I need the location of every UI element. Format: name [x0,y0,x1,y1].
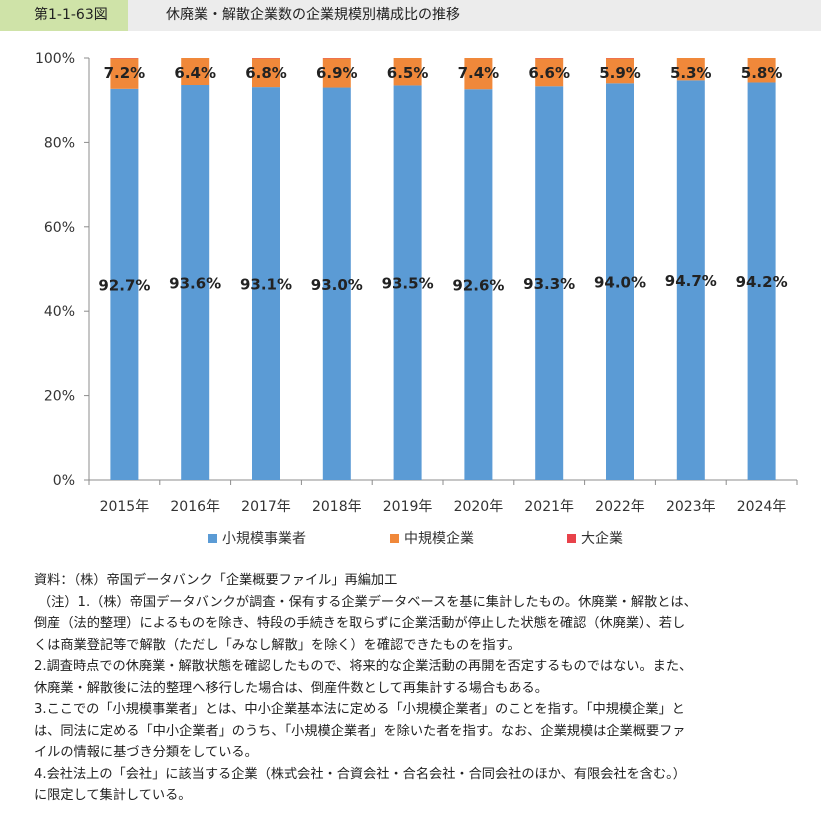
bar-segment [181,85,210,480]
data-label: 93.0% [311,276,363,294]
source-note: 資料：（株）帝国データバンク「企業概要ファイル」再編加工 [34,573,398,588]
chart-bars [110,58,776,481]
bar-segment [464,58,493,90]
bar-segment [676,80,705,480]
y-tick-label: 0% [53,473,75,489]
bar-segment [110,58,139,89]
legend-label: 中規模企業 [404,530,474,547]
data-label: 5.3% [670,64,712,82]
note-line: くは商業登記等で解散（ただし「みなし解散」を除く）を確認できたものを指す。 [34,637,521,653]
data-label: 93.5% [382,275,434,293]
chart-data-labels: 92.7% 7.2% 93.6% 6.4% 93.1% 6.8% 93.0% 6.9% 93.5… [98,64,787,295]
y-tick-label: 80% [44,135,75,151]
legend-label: 大企業 [581,530,623,547]
x-tick-label: 2019年 [383,499,433,515]
data-label: 94.7% [665,272,717,290]
note-line: 2.調査時点での休廃業・解散状態を確認したもので、将来的な企業活動の再開を否定す… [34,659,693,674]
figure-title: 休廃業・解散企業数の企業規模別構成比の推移 [166,7,460,23]
data-label: 6.8% [245,64,287,82]
x-tick-label: 2021年 [524,499,574,515]
x-tick-label: 2016年 [170,499,220,515]
bar-segment [322,87,351,480]
legend-swatch [390,534,399,543]
data-label: 7.2% [104,64,146,82]
bar-segment [181,58,210,86]
x-tick-label: 2017年 [241,499,291,515]
data-label: 93.3% [523,275,575,293]
chart-legend: 小規模事業者 中規模企業 大企業 [208,530,623,547]
data-label: 94.2% [736,273,788,291]
bar-segment [535,86,564,481]
x-tick-label: 2020年 [454,499,504,515]
note-line: イルの情報に基づき分類をしている。 [34,745,258,760]
chart-notes: 資料：（株）帝国データバンク「企業概要ファイル」再編加工 （注）1.（株）帝国デ… [34,570,814,807]
note-line: 倒産（法的整理）によるものを除き、特段の手続きを取らずに企業活動が停止した状態を… [34,616,686,631]
data-label: 93.6% [169,275,221,293]
y-tick-label: 40% [44,304,75,320]
y-tick-label: 100% [35,51,75,67]
note-line: 4.会社法上の「会社」に該当する企業（株式会社・合資会社・合名会社・合同会社のほ… [34,766,686,782]
data-label: 5.9% [599,64,641,82]
figure-label: 第1-1-63図 [0,0,128,31]
data-label: 94.0% [594,274,646,292]
bar-segment [252,58,280,88]
note-line: 休廃業・解散後に法的整理へ移行した場合は、倒産件数として再集計する場合もある。 [34,680,548,696]
note-line: 3.ここでの「小規模事業者」とは、中小企業基本法に定める「小規模企業者」のことを… [34,702,685,717]
legend-label: 小規模事業者 [222,531,306,547]
y-tick-label: 20% [44,389,75,405]
data-label: 5.8% [741,64,783,82]
figure-header: 第1-1-63図 休廃業・解散企業数の企業規模別構成比の推移 [0,0,821,31]
bar-segment [606,58,634,84]
note-line: （注）1.（株）帝国データバンクが調査・保有する企業データベースを基に集計したも… [38,594,697,610]
note-line: は、同法に定める「中小企業者」のうち、「小規模企業者」を除いた者を指す。なお、企… [34,723,686,739]
x-tick-label: 2015年 [100,499,150,515]
legend-swatch [208,534,217,543]
data-label: 93.1% [240,276,292,294]
legend-swatch [567,534,576,543]
data-label: 6.6% [528,64,570,82]
bar-segment [464,89,493,480]
stacked-bar-chart: 0% 20% 40% 60% 80% 100% 92.7% 7.2% 93.6% 6.4% 93.… [35,51,798,547]
x-tick-label: 2023年 [666,499,716,515]
bar-segment [110,88,139,480]
note-line: に限定して集計している。 [34,788,192,803]
bar-segment [747,58,776,83]
y-tick-label: 60% [44,220,75,236]
data-label: 92.7% [98,276,150,294]
bar-segment [393,85,422,481]
bar-segment [393,58,422,86]
data-label: 6.5% [387,64,429,82]
bar-segment [535,58,564,87]
data-label: 7.4% [458,64,500,82]
data-label: 92.6% [452,277,504,295]
x-tick-label: 2018年 [312,499,362,515]
data-label: 6.4% [174,64,216,82]
bar-segment [606,83,634,480]
data-label: 6.9% [316,64,358,82]
x-tick-label: 2022年 [595,499,645,515]
bar-segment [747,82,776,480]
bar-segment [322,58,351,88]
x-tick-label: 2024年 [737,499,787,515]
chart-x-tick-labels: 2015年 2016年 2017年 2018年 2019年 2020年 2021年 2022年… [100,499,787,515]
bar-segment [676,58,705,81]
bar-segment [252,87,280,481]
